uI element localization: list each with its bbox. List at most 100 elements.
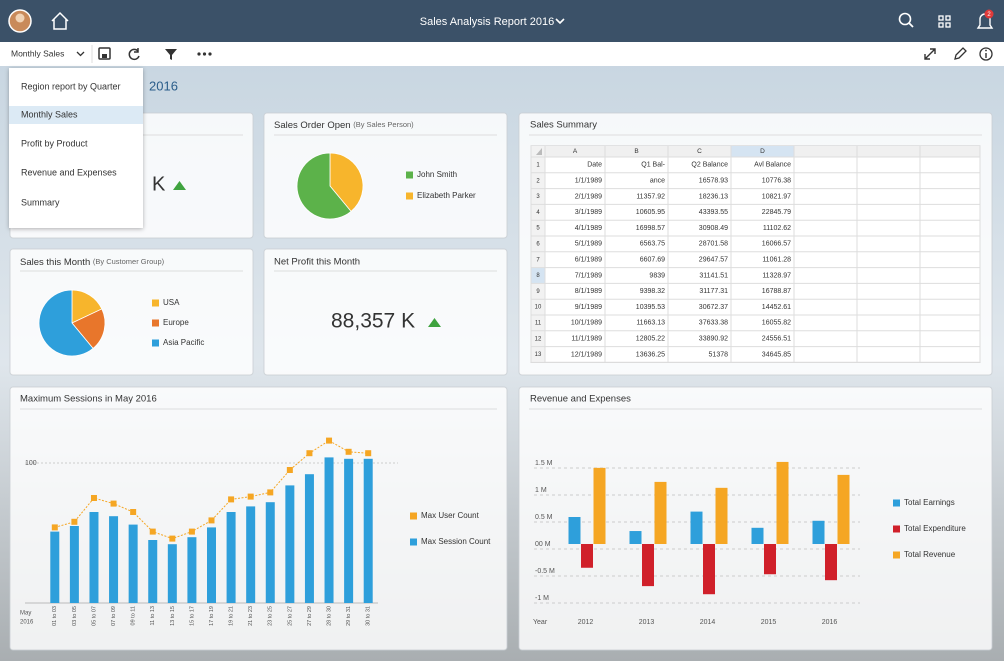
- menu-panel: [9, 68, 143, 228]
- menu-item[interactable]: Revenue and Expenses: [21, 167, 117, 177]
- legend-label: Elizabeth Parker: [417, 191, 476, 200]
- cell: 16578.93: [699, 178, 728, 185]
- bar: [690, 511, 703, 544]
- save-icon-detail: [102, 54, 107, 58]
- line-point: [169, 535, 176, 542]
- x-tick-label: 21 to 23: [248, 606, 254, 626]
- legend-label: Max Session Count: [421, 537, 491, 546]
- bar: [187, 537, 197, 603]
- legend-label: Europe: [163, 318, 189, 327]
- cell: 10821.97: [762, 193, 791, 200]
- cell: 6563.75: [640, 241, 665, 248]
- fullscreen-icon[interactable]: [924, 48, 936, 60]
- pie-slice: [71, 308, 106, 349]
- bar: [654, 481, 667, 544]
- active-column-header: [731, 146, 794, 157]
- badge: [984, 9, 994, 19]
- menu-item[interactable]: Monthly Sales: [21, 109, 78, 119]
- bar: [89, 512, 99, 603]
- filter-icon[interactable]: [165, 49, 177, 60]
- card-title: Sales this Month (By Customer Group): [20, 257, 165, 268]
- legend-label: Asia Pacific: [163, 338, 204, 347]
- cell: 8/1/1989: [575, 288, 602, 295]
- app-title[interactable]: Sales Analysis Report 2016: [420, 16, 555, 28]
- cell: 30672.37: [699, 304, 728, 311]
- legend-swatch: [893, 499, 900, 507]
- pie-slice: [329, 152, 364, 212]
- row-header: 10: [535, 305, 542, 311]
- row-header: 6: [536, 241, 540, 247]
- bar: [246, 506, 256, 603]
- search-icon[interactable]: [898, 12, 912, 26]
- y-tick-label: -0.5 M: [535, 568, 555, 575]
- cell: 12/1/1989: [571, 351, 602, 358]
- card-title: Maximum Sessions in May 2016: [20, 394, 157, 405]
- active-row-header: [531, 267, 545, 284]
- sheet-corner: [536, 148, 542, 155]
- cell: 31177.31: [699, 288, 728, 295]
- legend-label: John Smith: [417, 170, 457, 179]
- row-header: 2: [536, 178, 540, 184]
- line-point: [306, 450, 313, 457]
- cell: Avl Balance: [754, 162, 791, 169]
- shell-bar: [0, 0, 1004, 42]
- column-header: C: [697, 148, 702, 155]
- cell: 29647.57: [699, 257, 728, 264]
- bar: [629, 531, 642, 544]
- bar: [148, 540, 158, 603]
- bar: [69, 526, 79, 603]
- cell: 34645.85: [762, 351, 791, 358]
- cell: 22845.79: [762, 209, 791, 216]
- cell: 11328.97: [762, 272, 791, 279]
- cell: 16055.82: [762, 320, 791, 327]
- x-tick-label: 01 to 03: [52, 606, 58, 626]
- kpi-value: K: [152, 173, 166, 195]
- legend-label: Max User Count: [421, 511, 480, 520]
- cell: 6/1/1989: [575, 257, 602, 264]
- legend-label: Total Expenditure: [904, 524, 966, 533]
- legend-swatch: [893, 551, 900, 559]
- page-title: 2016: [149, 78, 178, 93]
- menu-item[interactable]: Summary: [21, 197, 60, 207]
- cell: Q1 Bal-: [641, 162, 665, 169]
- home-icon[interactable]: [51, 11, 69, 30]
- save-icon[interactable]: [98, 47, 111, 60]
- cell: 31141.51: [699, 272, 728, 279]
- line-point: [326, 437, 333, 444]
- sheet-row-header: [531, 146, 545, 363]
- y-tick-label: 1.5 M: [535, 460, 553, 467]
- row-header: 1: [536, 162, 540, 168]
- line-point: [51, 524, 58, 531]
- legend-swatch: [410, 512, 417, 520]
- refresh-icon[interactable]: [128, 48, 140, 61]
- bar: [593, 467, 606, 544]
- menu-item[interactable]: Region report by Quarter: [21, 81, 121, 91]
- title-chevron[interactable]: [555, 18, 565, 25]
- bar: [265, 502, 275, 603]
- legend-swatch: [152, 319, 159, 327]
- x-tick-label: 28 to 30: [326, 606, 332, 626]
- x-tick-label: 25 to 27: [287, 606, 293, 626]
- x-tick-label: 13 to 15: [170, 606, 176, 626]
- view-select[interactable]: Monthly Sales: [11, 48, 64, 58]
- bar: [776, 461, 789, 544]
- select-chevron[interactable]: [76, 51, 85, 57]
- card: [263, 248, 508, 376]
- badge-count: 2: [987, 12, 991, 18]
- bar: [109, 516, 119, 603]
- grid-icon[interactable]: [938, 15, 951, 28]
- menu-item[interactable]: Profit by Product: [21, 138, 88, 148]
- bar: [226, 512, 236, 603]
- info-icon[interactable]: [979, 47, 993, 61]
- cell: 43393.55: [699, 209, 728, 216]
- menu-item-selected: [9, 106, 143, 124]
- y-tick-label: 0.5 M: [535, 514, 553, 521]
- more-icon[interactable]: [197, 52, 212, 56]
- edit-icon[interactable]: [954, 47, 967, 60]
- dropdown-menu: Region report by Quarter Monthly Sales Pro…: [9, 68, 143, 228]
- cell: 51378: [709, 351, 729, 358]
- x-tick-label: 2015: [761, 619, 777, 626]
- bar: [568, 517, 581, 544]
